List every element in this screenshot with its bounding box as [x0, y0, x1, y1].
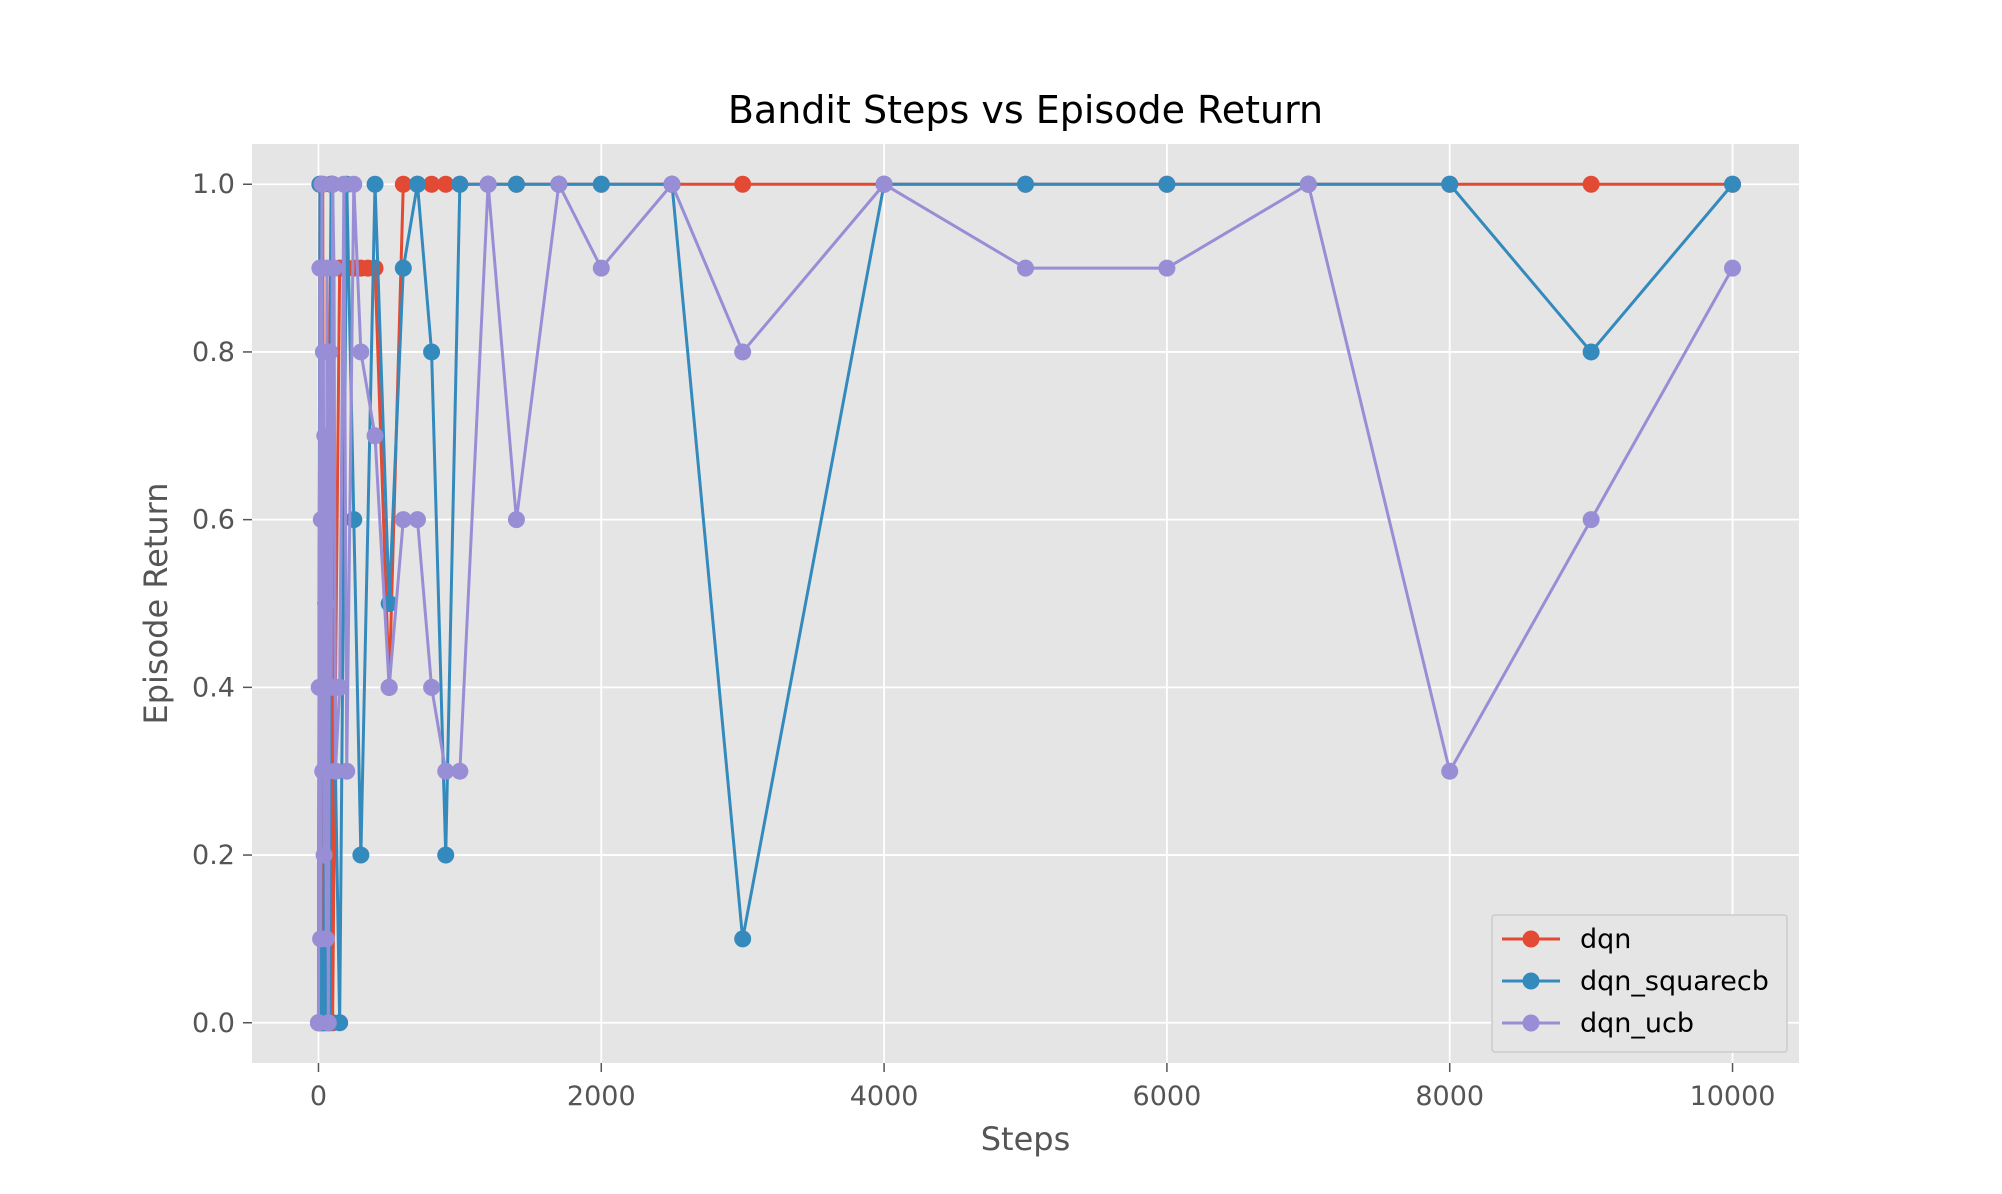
legend-label: dqn_ucb — [1580, 1008, 1694, 1039]
data-point — [394, 259, 412, 277]
data-point — [312, 511, 330, 529]
x-tick-label: 8000 — [1415, 1081, 1484, 1112]
data-point — [408, 175, 426, 193]
data-point — [592, 259, 610, 277]
data-point — [345, 175, 363, 193]
data-point — [352, 846, 370, 864]
legend-item-dqn-squarecb: dqn_squarecb — [1502, 966, 1769, 997]
data-point — [1017, 259, 1034, 277]
data-point — [394, 511, 412, 529]
data-point — [1441, 762, 1459, 780]
data-point — [437, 175, 455, 193]
data-point — [366, 175, 384, 193]
data-point — [507, 175, 525, 193]
legend-item-dqn-ucb: dqn_ucb — [1502, 1008, 1694, 1039]
data-point — [451, 175, 469, 193]
x-tick-label: 4000 — [850, 1081, 919, 1112]
data-point — [1158, 259, 1176, 277]
legend-box — [1491, 914, 1788, 1053]
x-tick-label: 2000 — [567, 1081, 636, 1112]
data-point — [423, 175, 441, 193]
data-point — [345, 511, 363, 529]
data-point — [423, 678, 441, 696]
data-point — [1724, 175, 1742, 193]
data-point — [325, 259, 343, 277]
data-point — [1582, 175, 1600, 193]
data-point — [592, 175, 610, 193]
y-tick-label: 1.0 — [192, 169, 235, 200]
data-point — [310, 678, 328, 696]
data-point — [451, 762, 469, 780]
data-point — [734, 343, 752, 361]
data-point — [321, 343, 339, 361]
legend-marker — [1522, 1014, 1540, 1032]
data-point — [1724, 259, 1742, 277]
data-point — [1158, 175, 1176, 193]
x-tick-label: 0 — [310, 1081, 327, 1112]
legend-marker — [1522, 972, 1540, 990]
data-point — [317, 595, 335, 612]
data-point — [734, 930, 752, 948]
data-point — [1582, 511, 1600, 529]
data-point — [875, 175, 893, 193]
y-axis-label: Episode Return — [137, 482, 175, 724]
legend-label: dqn — [1580, 924, 1631, 955]
data-point — [734, 175, 752, 193]
series-layer — [309, 175, 1742, 1032]
data-point — [1299, 175, 1317, 193]
data-point — [380, 678, 398, 696]
data-point — [315, 846, 333, 864]
x-axis-label: Steps — [981, 1120, 1071, 1158]
data-point — [331, 678, 349, 696]
x-tick-label: 10000 — [1690, 1081, 1776, 1112]
data-point — [316, 427, 334, 445]
legend-label: dqn_squarecb — [1580, 966, 1769, 997]
y-tick-label: 0.6 — [192, 505, 235, 536]
series-dqn-ucb — [309, 175, 1742, 1032]
data-point — [437, 846, 455, 864]
data-point — [408, 511, 426, 529]
data-point — [550, 175, 568, 193]
y-tick-label: 0.2 — [192, 840, 235, 871]
chart-title: Bandit Steps vs Episode Return — [728, 88, 1323, 132]
data-point — [437, 762, 455, 780]
data-point — [338, 762, 356, 780]
data-point — [1017, 175, 1034, 193]
data-point — [394, 175, 412, 193]
x-tick-label: 6000 — [1133, 1081, 1202, 1112]
data-point — [423, 343, 441, 361]
y-tick-label: 0.8 — [192, 337, 235, 368]
data-point — [319, 1014, 337, 1032]
data-point — [1582, 343, 1600, 361]
plot-area — [252, 144, 1799, 1063]
legend: dqn dqn_squarecb dqn_ucb — [1491, 914, 1788, 1053]
data-point — [317, 930, 335, 948]
legend-marker — [1522, 930, 1540, 948]
data-point — [479, 175, 497, 193]
data-point — [663, 175, 681, 193]
x-axis-ticks: 0 2000 4000 6000 8000 10000 — [310, 1063, 1776, 1112]
legend-item-dqn: dqn — [1502, 924, 1631, 955]
y-axis-ticks: 0.0 0.2 0.4 0.6 0.8 1.0 — [192, 169, 252, 1039]
data-point — [366, 427, 384, 445]
data-point — [1441, 175, 1459, 193]
y-tick-label: 0.4 — [192, 672, 235, 703]
y-tick-label: 0.0 — [192, 1008, 235, 1039]
data-point — [366, 259, 384, 277]
data-point — [352, 343, 370, 361]
data-point — [507, 511, 525, 529]
